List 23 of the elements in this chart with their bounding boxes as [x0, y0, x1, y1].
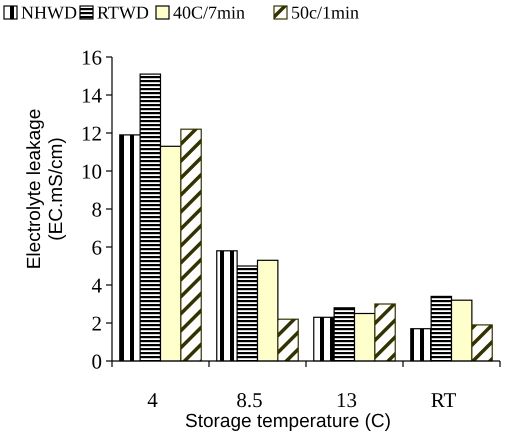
y-tick-label: 8	[92, 197, 102, 222]
x-tick-label: 13	[336, 388, 357, 412]
bar	[374, 303, 396, 362]
y-tick-label: 16	[81, 45, 102, 70]
y-tick-label: 4	[92, 273, 102, 298]
x-tick-label: 4	[147, 388, 158, 412]
y-tick-label: 10	[81, 159, 102, 184]
bar	[277, 318, 299, 362]
x-axis-title: Storage temperature (C)	[185, 411, 391, 432]
bar	[180, 128, 202, 362]
y-axis-title: Electrolyte leakage (EC.mS/cm)	[24, 108, 67, 270]
y-tick-label: 6	[92, 235, 102, 260]
x-tick-label: RT	[430, 388, 456, 412]
y-tick-label: 14	[81, 83, 102, 108]
y-tick-label: 0	[92, 349, 102, 374]
x-tick-label: 8.5	[236, 388, 263, 412]
legend-label: RTWD	[97, 2, 149, 22]
legend-label: 50c/1min	[291, 2, 359, 22]
y-tick-label: 2	[92, 311, 102, 336]
y-tick-label: 12	[81, 121, 102, 146]
bar	[471, 324, 493, 362]
legend-label: NHWD	[21, 2, 77, 22]
legend-label: 40C/7min	[173, 2, 246, 22]
